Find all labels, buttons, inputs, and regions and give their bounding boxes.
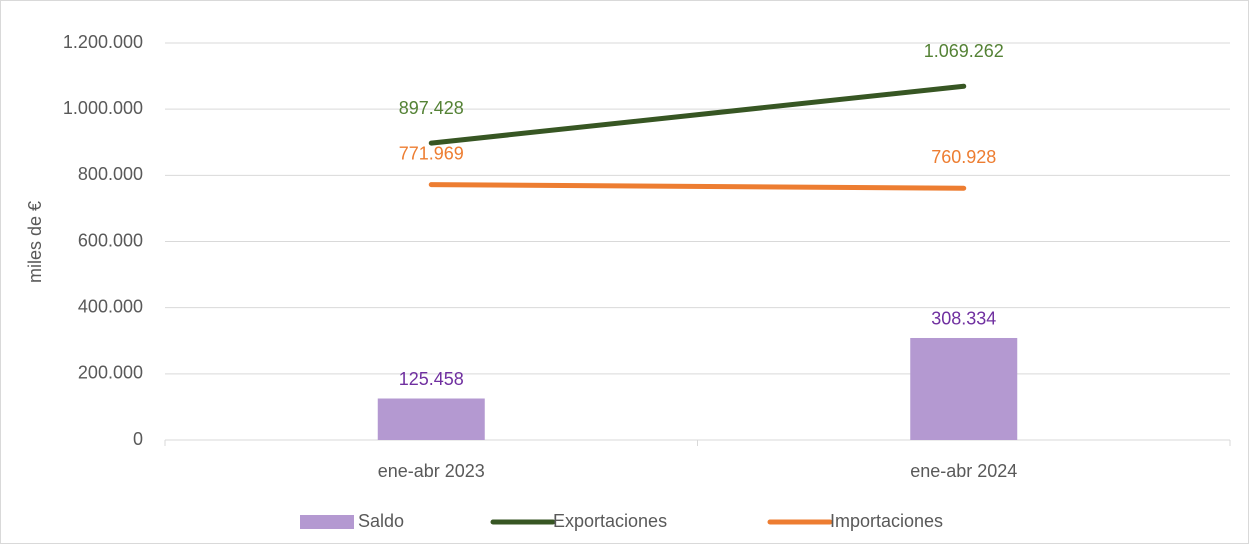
- y-tick-label: 1.000.000: [63, 98, 143, 118]
- line: [428, 83, 967, 146]
- data-label: 771.969: [399, 143, 464, 163]
- x-tick-label: ene-abr 2023: [378, 461, 485, 481]
- y-tick-label: 0: [133, 429, 143, 449]
- data-label: 308.334: [931, 309, 996, 329]
- y-tick-label: 400.000: [78, 296, 143, 316]
- y-axis-label: miles de €: [25, 201, 45, 283]
- y-tick-label: 1.200.000: [63, 32, 143, 52]
- legend-label: Importaciones: [830, 511, 943, 531]
- y-tick-label: 200.000: [78, 363, 143, 383]
- x-tick-label: ene-abr 2024: [910, 461, 1017, 481]
- data-label: 125.458: [399, 369, 464, 389]
- legend-label: Saldo: [358, 511, 404, 531]
- line: [428, 182, 967, 191]
- legend-label: Exportaciones: [553, 511, 667, 531]
- y-tick-label: 600.000: [78, 230, 143, 250]
- data-label: 897.428: [399, 98, 464, 118]
- data-label: 1.069.262: [924, 41, 1004, 61]
- bar: [910, 337, 1018, 440]
- y-tick-label: 800.000: [78, 164, 143, 184]
- legend-swatch: [300, 515, 354, 529]
- data-label: 760.928: [931, 147, 996, 167]
- bar: [377, 398, 485, 440]
